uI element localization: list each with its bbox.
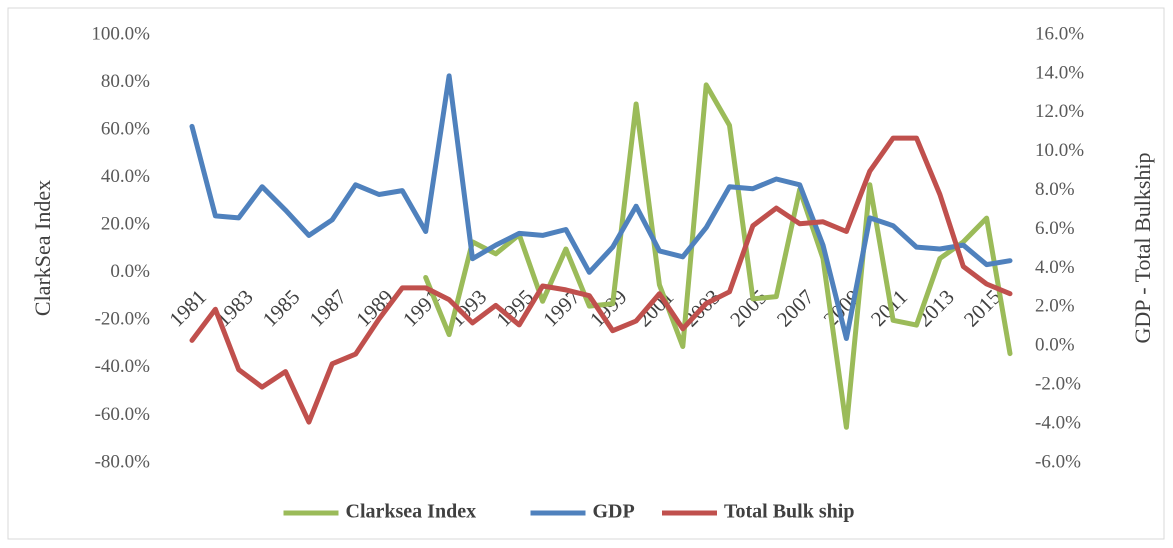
y-tick-label: 40.0% xyxy=(101,166,150,187)
y2-tick-label: 8.0% xyxy=(1035,179,1075,200)
y2-tick-label: 4.0% xyxy=(1035,257,1075,278)
y-tick-label: 80.0% xyxy=(101,71,150,92)
y-axis-label: ClarkSea Index xyxy=(30,180,55,316)
data-line xyxy=(423,82,1013,430)
legend-label: Total Bulk ship xyxy=(724,501,854,523)
y-tick-label: -20.0% xyxy=(95,309,151,330)
y2-tick-label: 10.0% xyxy=(1035,140,1084,161)
y2-axis-label: GDP - Total Bulkship xyxy=(1130,153,1155,344)
y2-tick-label: 2.0% xyxy=(1035,296,1075,317)
y2-tick-label: 12.0% xyxy=(1035,101,1084,122)
y-tick-label: 20.0% xyxy=(101,214,150,235)
legend-label: GDP xyxy=(593,501,635,523)
legend: Clarksea Index GDP Total Bulk ship xyxy=(283,501,854,523)
y-tick-label: 0.0% xyxy=(110,261,150,282)
data-line xyxy=(189,73,1013,341)
y-tick-label: -80.0% xyxy=(95,451,151,472)
y2-tick-label: 6.0% xyxy=(1035,218,1075,239)
y2-tick-label: -4.0% xyxy=(1035,412,1081,433)
chart-border xyxy=(7,7,1165,540)
y-tick-label: 60.0% xyxy=(101,118,150,139)
y2-tick-label: -2.0% xyxy=(1035,374,1081,395)
y2-tick-label: 0.0% xyxy=(1035,335,1075,356)
y2-tick-label: 14.0% xyxy=(1035,62,1084,83)
y2-tick-label: 16.0% xyxy=(1035,23,1084,44)
y2-tick-label: -6.0% xyxy=(1035,451,1081,472)
legend-label: Clarksea Index xyxy=(346,501,477,523)
y-tick-label: -40.0% xyxy=(95,356,151,377)
y-tick-label: 100.0% xyxy=(91,23,150,44)
data-line xyxy=(189,135,1013,425)
y-tick-label: -60.0% xyxy=(95,404,151,425)
